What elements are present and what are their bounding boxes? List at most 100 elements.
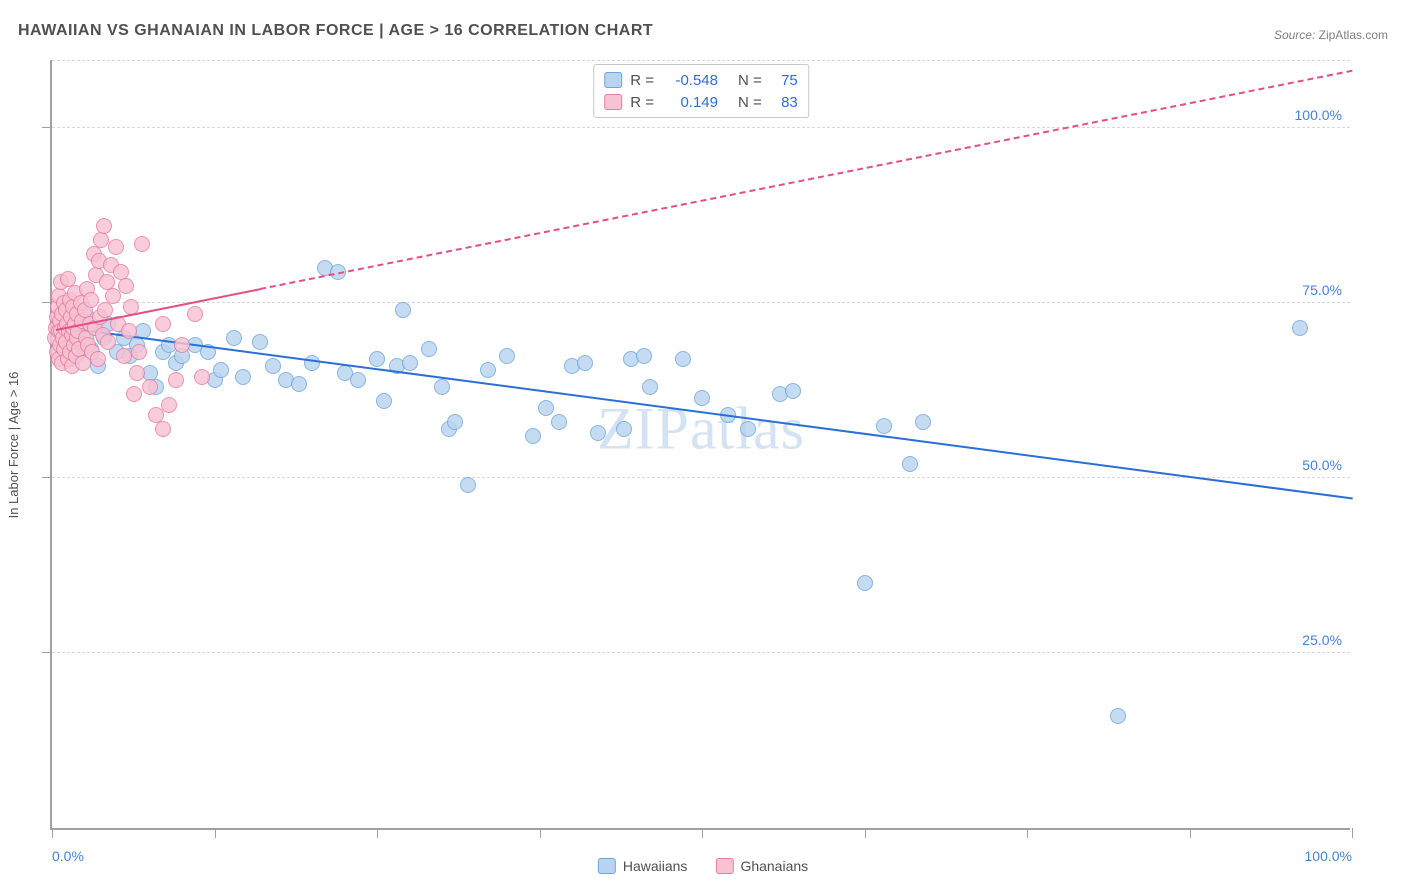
x-tick-label: 0.0%	[52, 848, 84, 864]
y-tick-label: 100.0%	[1295, 107, 1342, 123]
data-point	[616, 421, 632, 437]
y-tick-label: 75.0%	[1302, 282, 1342, 298]
data-point	[226, 330, 242, 346]
y-tick	[42, 652, 52, 653]
data-point	[902, 456, 918, 472]
gridline	[52, 60, 1350, 61]
legend-item: Hawaiians	[598, 858, 688, 874]
gridline	[52, 127, 1350, 128]
source-attribution: Source: ZipAtlas.com	[1274, 28, 1388, 42]
data-point	[434, 379, 450, 395]
data-point	[1110, 708, 1126, 724]
data-point	[291, 376, 307, 392]
data-point	[161, 397, 177, 413]
data-point	[100, 334, 116, 350]
data-point	[265, 358, 281, 374]
data-point	[155, 421, 171, 437]
y-tick	[42, 477, 52, 478]
n-value-hawaiians: 75	[770, 72, 798, 89]
r-value-hawaiians: -0.548	[662, 72, 718, 89]
data-point	[369, 351, 385, 367]
data-point	[126, 386, 142, 402]
data-point	[480, 362, 496, 378]
swatch-ghanaians	[604, 94, 622, 110]
data-point	[105, 288, 121, 304]
y-tick-label: 50.0%	[1302, 457, 1342, 473]
data-point	[97, 302, 113, 318]
data-point	[118, 278, 134, 294]
chart-title: HAWAIIAN VS GHANAIAN IN LABOR FORCE | AG…	[18, 22, 653, 40]
data-point	[90, 351, 106, 367]
data-point	[155, 316, 171, 332]
stats-row-hawaiians: R = -0.548 N = 75	[604, 69, 798, 91]
x-tick	[377, 828, 378, 838]
data-point	[142, 379, 158, 395]
n-label: N =	[738, 72, 762, 89]
x-tick	[1190, 828, 1191, 838]
source-label: Source:	[1274, 28, 1315, 42]
data-point	[421, 341, 437, 357]
gridline	[52, 477, 1350, 478]
x-tick	[52, 828, 53, 838]
legend-label: Hawaiians	[623, 858, 688, 874]
y-axis-title: In Labor Force | Age > 16	[5, 372, 23, 519]
data-point	[499, 348, 515, 364]
r-value-ghanaians: 0.149	[662, 94, 718, 111]
legend-swatch	[598, 858, 616, 874]
x-tick	[702, 828, 703, 838]
data-point	[402, 355, 418, 371]
data-point	[83, 292, 99, 308]
data-point	[116, 348, 132, 364]
data-point	[636, 348, 652, 364]
gridline	[52, 652, 1350, 653]
stats-row-ghanaians: R = 0.149 N = 83	[604, 91, 798, 113]
trend-line	[58, 326, 1352, 499]
x-tick	[865, 828, 866, 838]
legend: Hawaiians Ghanaians	[598, 858, 808, 874]
data-point	[525, 428, 541, 444]
data-point	[694, 390, 710, 406]
data-point	[187, 306, 203, 322]
data-point	[350, 372, 366, 388]
data-point	[96, 218, 112, 234]
legend-item: Ghanaians	[715, 858, 808, 874]
data-point	[131, 344, 147, 360]
data-point	[304, 355, 320, 371]
data-point	[108, 239, 124, 255]
data-point	[1292, 320, 1308, 336]
data-point	[134, 236, 150, 252]
data-point	[915, 414, 931, 430]
data-point	[785, 383, 801, 399]
data-point	[213, 362, 229, 378]
data-point	[577, 355, 593, 371]
data-point	[740, 421, 756, 437]
data-point	[675, 351, 691, 367]
x-tick	[1027, 828, 1028, 838]
data-point	[447, 414, 463, 430]
data-point	[590, 425, 606, 441]
data-point	[129, 365, 145, 381]
data-point	[857, 575, 873, 591]
data-point	[194, 369, 210, 385]
n-label: N =	[738, 94, 762, 111]
scatter-plot: ZIPatlas R = -0.548 N = 75 R = 0.149 N =…	[50, 60, 1350, 830]
correlation-stats-box: R = -0.548 N = 75 R = 0.149 N = 83	[593, 64, 809, 118]
r-label: R =	[630, 72, 654, 89]
data-point	[551, 414, 567, 430]
gridline	[52, 302, 1350, 303]
data-point	[395, 302, 411, 318]
data-point	[121, 323, 137, 339]
x-tick-label: 100.0%	[1305, 848, 1352, 864]
r-label: R =	[630, 94, 654, 111]
data-point	[460, 477, 476, 493]
x-tick	[1352, 828, 1353, 838]
y-tick-label: 25.0%	[1302, 632, 1342, 648]
n-value-ghanaians: 83	[770, 94, 798, 111]
legend-label: Ghanaians	[740, 858, 808, 874]
data-point	[235, 369, 251, 385]
swatch-hawaiians	[604, 72, 622, 88]
data-point	[168, 372, 184, 388]
data-point	[642, 379, 658, 395]
data-point	[376, 393, 392, 409]
data-point	[538, 400, 554, 416]
